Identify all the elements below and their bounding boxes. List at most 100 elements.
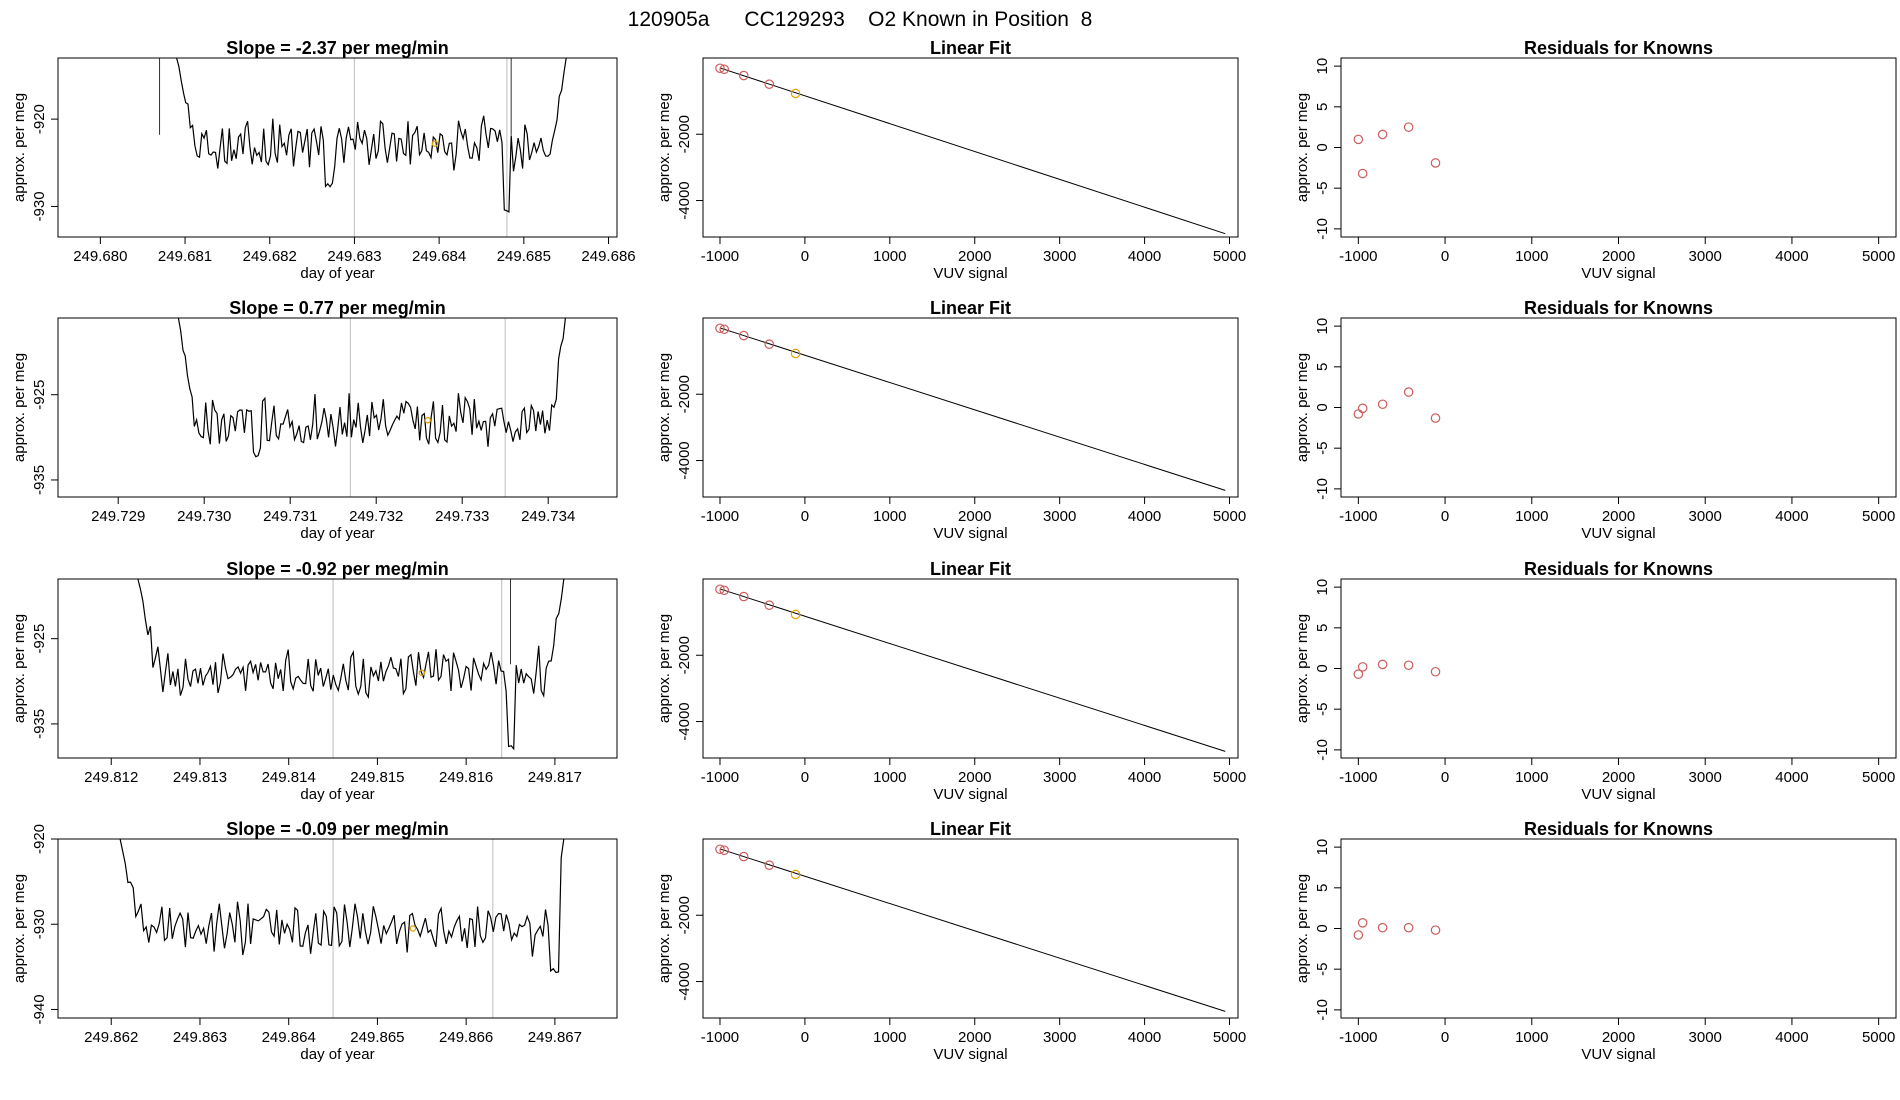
x-tick-label: 249.812 (84, 769, 138, 786)
x-tick-label: 5000 (1213, 1029, 1246, 1046)
x-axis-label: day of year (300, 265, 374, 282)
data-point (1430, 158, 1441, 168)
y-axis-label: approx. per meg (11, 353, 28, 462)
plot-area (715, 323, 1226, 491)
x-tick-label: 0 (1441, 769, 1449, 786)
x-tick-label: 249.866 (439, 1029, 493, 1046)
x-tick-label: 3000 (1043, 508, 1076, 525)
x-tick-label: 5000 (1862, 1029, 1895, 1046)
x-tick-label: 249.863 (173, 1029, 227, 1046)
y-tick-label: 5 (1314, 363, 1331, 371)
x-axis-label: VUV signal (1581, 265, 1655, 282)
x-tick-label: 249.813 (173, 769, 227, 786)
data-point (1353, 669, 1364, 679)
x-tick-label: 4000 (1775, 248, 1808, 265)
data-point (1377, 922, 1388, 933)
x-tick-label: 0 (801, 508, 809, 525)
plot-area (1353, 122, 1441, 179)
slope-panel: Slope = -0.09 per meg/min 249.862 249.863 2… (11, 819, 618, 1063)
data-point (764, 860, 775, 870)
x-tick-label: 5000 (1213, 769, 1246, 786)
x-tick-label: 249.729 (91, 508, 145, 525)
plot-frame (57, 838, 618, 1019)
x-tick-label: 4000 (1128, 769, 1161, 786)
data-point (1353, 930, 1364, 940)
y-tick-label: -920 (31, 824, 48, 854)
data-point (764, 600, 775, 610)
x-tick-label: 249.816 (439, 769, 493, 786)
x-tick-label: 0 (801, 248, 809, 265)
y-tick-label: 10 (1314, 839, 1331, 856)
y-axis-label: approx. per meg (1294, 93, 1311, 202)
x-tick-label: 1000 (1515, 1029, 1548, 1046)
x-tick-label: 5000 (1213, 248, 1246, 265)
x-tick-label: 2000 (958, 248, 991, 265)
x-axis-label: VUV signal (933, 525, 1007, 542)
plot-area (177, 318, 566, 497)
y-tick-label: 0 (1314, 143, 1331, 151)
panel-title: Slope = -0.09 per meg/min (226, 819, 449, 839)
data-point (1430, 925, 1441, 935)
panel-title: Slope = -0.92 per meg/min (226, 559, 449, 579)
data-point (1403, 122, 1414, 132)
fit-panel: Linear Fit -1000 0 1000 2000 3000 4000 5000 -200… (656, 38, 1246, 282)
data-point (715, 844, 725, 855)
data-point (715, 63, 725, 74)
x-tick-label: 249.730 (177, 508, 231, 525)
data-point (1353, 409, 1364, 419)
panel-title: Linear Fit (930, 819, 1011, 839)
x-tick-label: -1000 (701, 1029, 739, 1046)
y-tick-label: -5 (1314, 442, 1331, 455)
plot-frame (1340, 838, 1897, 1019)
data-point (1357, 662, 1368, 672)
fit-panel: Linear Fit -1000 0 1000 2000 3000 4000 5000 -200… (656, 559, 1246, 803)
x-axis-label: day of year (300, 525, 374, 542)
y-tick-label: -2000 (676, 375, 693, 413)
x-tick-label: 1000 (873, 769, 906, 786)
x-tick-label: 5000 (1862, 508, 1895, 525)
x-tick-label: 3000 (1043, 769, 1076, 786)
signal-trace (119, 839, 565, 974)
x-tick-label: 5000 (1862, 769, 1895, 786)
data-point (1377, 659, 1388, 670)
y-tick-label: -4000 (676, 441, 693, 479)
x-tick-label: 249.681 (158, 248, 212, 265)
x-tick-label: 249.862 (84, 1029, 138, 1046)
x-tick-label: 3000 (1043, 248, 1076, 265)
y-axis-label: approx. per meg (11, 874, 28, 983)
data-point (764, 339, 775, 349)
x-tick-label: 3000 (1043, 1029, 1076, 1046)
x-tick-label: -1000 (1339, 769, 1377, 786)
resid-panel: Residuals for Knowns -1000 0 1000 2000 3000 40… (1294, 819, 1897, 1063)
y-axis-label: approx. per meg (1294, 614, 1311, 723)
x-tick-label: 3000 (1689, 769, 1722, 786)
x-tick-label: 249.685 (497, 248, 551, 265)
panel-title: Linear Fit (930, 298, 1011, 318)
data-point (738, 591, 749, 602)
x-tick-label: 1000 (1515, 769, 1548, 786)
y-tick-label: 10 (1314, 318, 1331, 335)
y-tick-label: -4000 (676, 181, 693, 219)
x-axis-label: VUV signal (1581, 1046, 1655, 1063)
x-tick-label: 4000 (1128, 248, 1161, 265)
y-tick-label: -930 (31, 909, 48, 939)
x-tick-label: 249.686 (581, 248, 635, 265)
plot-area (159, 58, 567, 237)
data-point (790, 88, 801, 99)
data-point (1357, 403, 1368, 414)
current-point (418, 669, 426, 677)
data-point (738, 70, 749, 81)
y-tick-label: 5 (1314, 624, 1331, 632)
x-tick-label: -1000 (701, 248, 739, 265)
panel-title: Linear Fit (930, 38, 1011, 58)
x-axis-label: VUV signal (933, 1046, 1007, 1063)
y-tick-label: -940 (31, 994, 48, 1024)
slope-panel: Slope = 0.77 per meg/min 249.729 249.730 24… (11, 298, 618, 542)
x-tick-label: 0 (1441, 248, 1449, 265)
y-axis-label: approx. per meg (656, 353, 673, 462)
panel-title: Slope = -2.37 per meg/min (226, 38, 449, 58)
resid-panel: Residuals for Knowns -1000 0 1000 2000 3000 40… (1294, 38, 1897, 282)
y-tick-label: -935 (31, 465, 48, 495)
x-tick-label: 249.731 (263, 508, 317, 525)
x-tick-label: 3000 (1689, 1029, 1722, 1046)
